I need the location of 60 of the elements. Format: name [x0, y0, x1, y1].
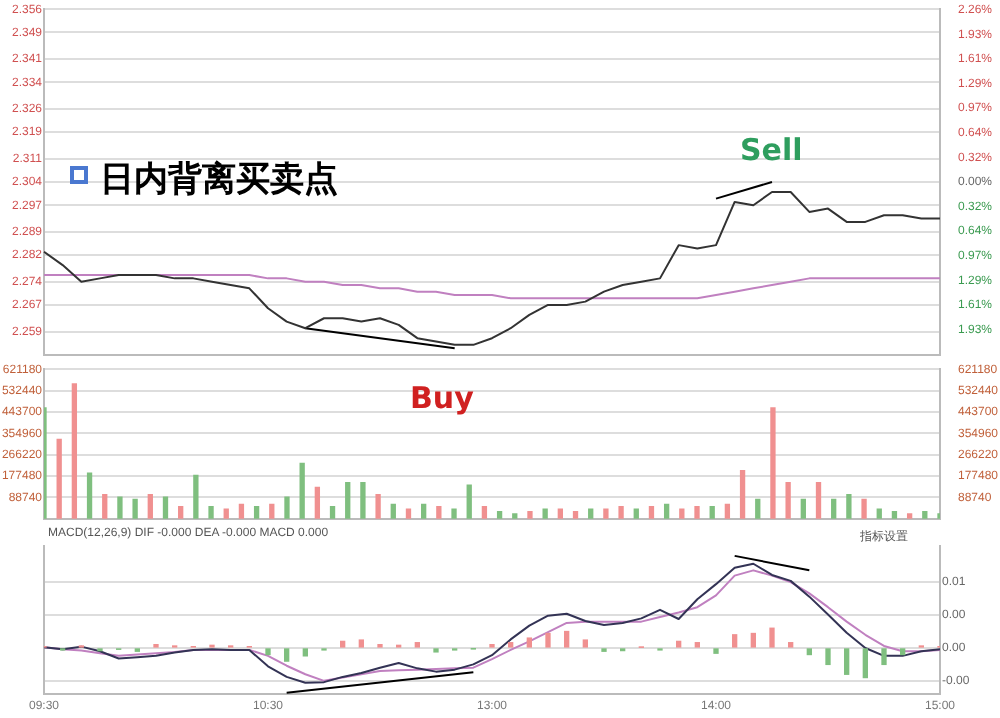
bar [831, 498, 837, 519]
bar [527, 510, 533, 519]
bar [732, 634, 738, 648]
bar [846, 494, 852, 519]
bar [564, 630, 570, 648]
bar [132, 498, 138, 519]
bar [147, 494, 153, 519]
bar [375, 494, 381, 519]
bar [299, 462, 305, 519]
bar [713, 648, 719, 654]
bar [739, 469, 746, 519]
bar [769, 627, 775, 648]
annotation: Sell [740, 132, 803, 168]
bar [542, 508, 548, 519]
bar [750, 632, 756, 648]
bar [526, 637, 532, 648]
bar [694, 642, 700, 648]
bar [284, 648, 290, 662]
bar [71, 383, 78, 519]
bar [451, 508, 457, 519]
bar [345, 482, 351, 519]
bar [861, 498, 867, 519]
bar [800, 498, 806, 519]
bar [755, 498, 761, 519]
bar [117, 496, 123, 519]
bar [900, 648, 906, 656]
bar [208, 506, 214, 519]
bar [86, 472, 93, 519]
annotation: 日内背离买卖点 [100, 158, 338, 202]
bar [302, 648, 308, 657]
bar [436, 506, 442, 519]
bar [603, 508, 609, 519]
bar [815, 482, 822, 519]
bar [785, 482, 791, 519]
bar [284, 496, 290, 519]
annotation: Buy [410, 380, 474, 416]
bar [414, 642, 420, 648]
bar [162, 496, 169, 519]
bar [770, 407, 776, 519]
bar [582, 639, 588, 648]
bar [56, 438, 62, 519]
bar [862, 648, 868, 679]
bar [193, 474, 199, 519]
bar [314, 486, 321, 519]
bar [694, 506, 700, 519]
bar [360, 482, 366, 519]
bar [265, 648, 271, 656]
bar [844, 648, 850, 675]
bar [466, 484, 472, 519]
bar [340, 640, 346, 648]
bar [825, 648, 831, 666]
bar [881, 648, 887, 666]
bar [358, 639, 364, 648]
bar [102, 494, 108, 519]
bar [676, 640, 682, 648]
bar [788, 642, 794, 648]
bar [806, 648, 812, 656]
bar [508, 642, 514, 648]
bar [618, 506, 624, 519]
bar [545, 632, 551, 648]
